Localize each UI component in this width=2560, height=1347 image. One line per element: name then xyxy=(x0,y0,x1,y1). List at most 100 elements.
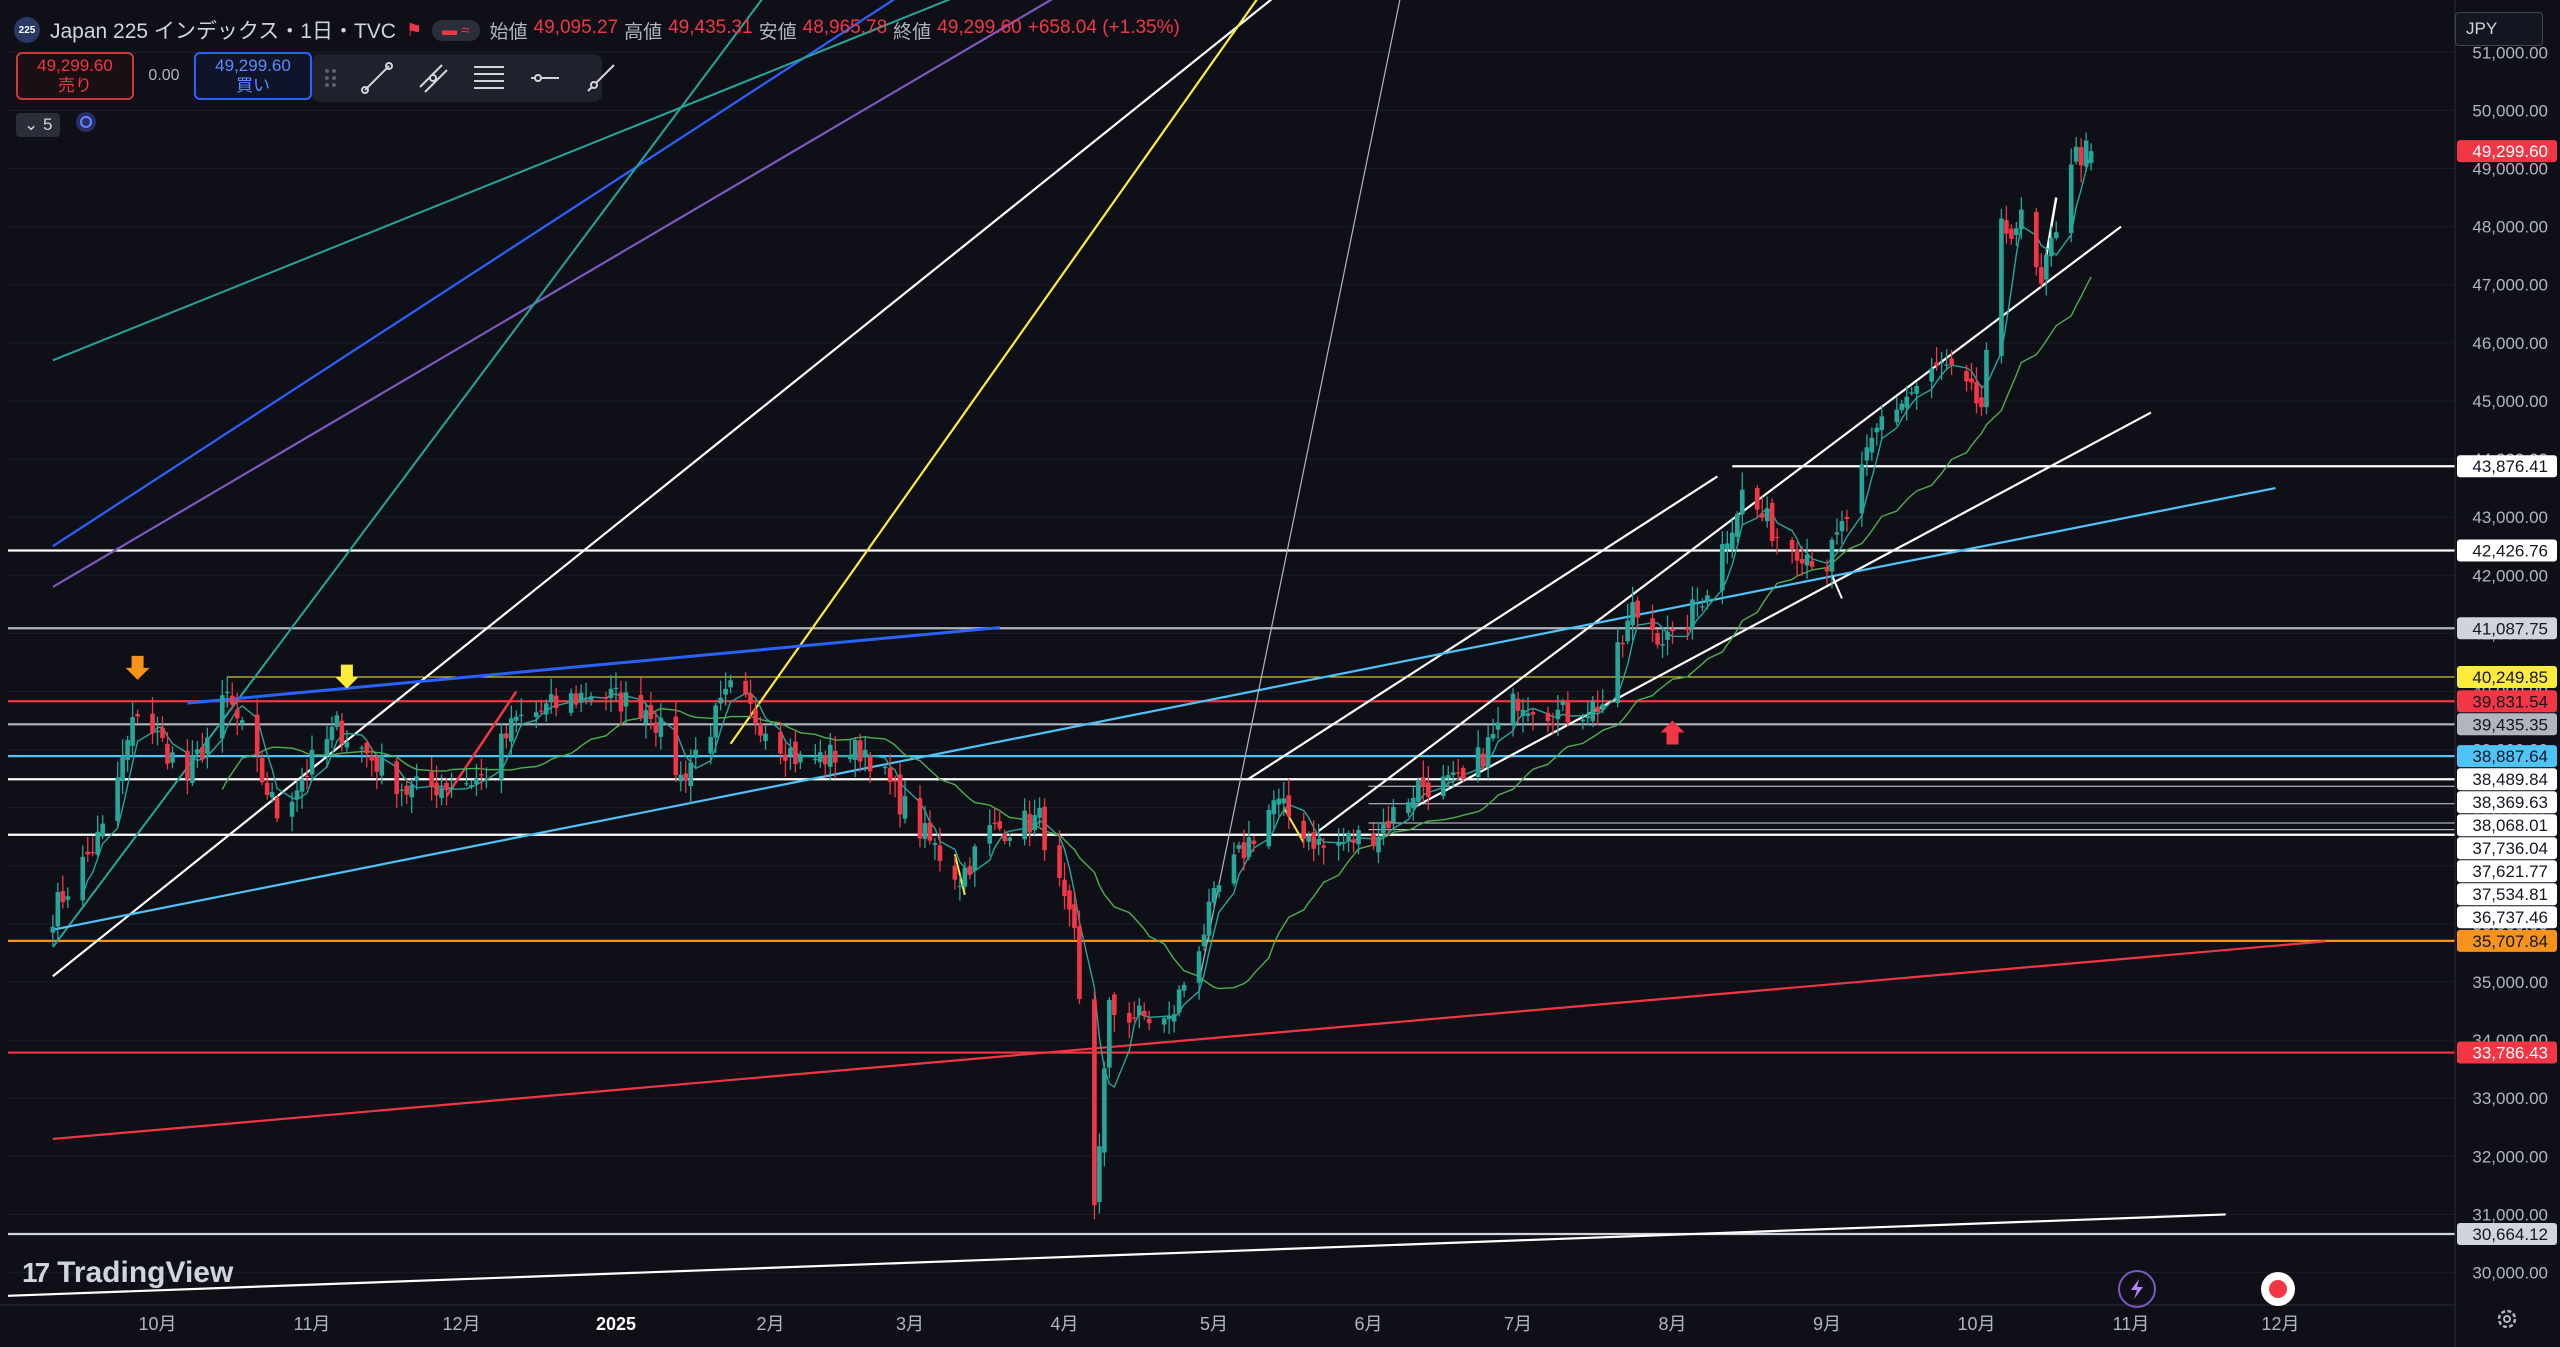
candle-body xyxy=(1321,845,1326,848)
candle-body xyxy=(1904,396,1910,408)
candle-body xyxy=(778,731,783,754)
candle-body xyxy=(1485,737,1491,768)
candle-body xyxy=(1231,854,1237,884)
candle-body xyxy=(95,831,101,855)
candle-body xyxy=(2004,220,2009,234)
trend-lines xyxy=(7,0,2326,1297)
candle-body xyxy=(339,720,345,744)
candle-body xyxy=(2019,209,2024,230)
candle-body xyxy=(1894,409,1900,423)
candle-body xyxy=(1371,834,1376,847)
lightning-icon[interactable] xyxy=(2118,1270,2156,1308)
price-tick-label: 49,000.00 xyxy=(2472,160,2548,179)
price-label-bg xyxy=(2457,768,2557,791)
trend-line-tool-icon[interactable] xyxy=(360,61,394,95)
candle-body xyxy=(200,747,205,760)
trend-line xyxy=(52,940,2326,1141)
price-tick-label: 46,000.00 xyxy=(2472,334,2548,353)
candle-body xyxy=(344,742,350,748)
candle-body xyxy=(329,726,335,741)
candle-body xyxy=(1864,447,1870,461)
candle-body xyxy=(294,790,300,799)
candle-body xyxy=(135,713,140,717)
candle-body xyxy=(1376,836,1381,853)
price-label: 41,087.75 xyxy=(2472,619,2548,638)
candle-body xyxy=(533,712,539,718)
candle-body xyxy=(2038,267,2044,284)
candle-body xyxy=(1281,798,1287,804)
low-label: 安値 xyxy=(758,21,797,43)
candle-body xyxy=(115,777,120,822)
candle-body xyxy=(1356,829,1361,845)
ray-tool-icon[interactable] xyxy=(584,61,618,95)
candle-body xyxy=(638,695,644,719)
time-axis[interactable]: 10月 11月 12月 2025 2月 3月 4月 5月 6月 7月 8月 9月 10月 11月 12月 xyxy=(0,1304,2455,1334)
candle-body xyxy=(439,787,444,799)
candle-body xyxy=(882,766,888,769)
candle-body xyxy=(927,822,933,841)
candle-body xyxy=(1774,536,1780,539)
spread-value: 0.00 xyxy=(148,67,180,84)
time-tick-label: 11月 xyxy=(2113,1314,2150,1334)
candle-body xyxy=(90,852,96,854)
record-icon[interactable] xyxy=(2261,1272,2295,1306)
candle-body xyxy=(185,750,190,780)
indicator-toggle[interactable]: ⌄ 5 xyxy=(16,112,61,137)
candle-body xyxy=(434,782,439,796)
trend-line xyxy=(52,0,1273,978)
candle-body xyxy=(1460,768,1466,780)
channel-tool-icon[interactable] xyxy=(416,61,450,95)
buy-button[interactable]: 49,299.60 買い xyxy=(194,52,312,100)
candle-body xyxy=(1929,368,1934,382)
candle-body xyxy=(379,755,385,776)
candle-body xyxy=(2068,164,2074,234)
sell-button[interactable]: 49,299.60 売り xyxy=(16,52,134,100)
status-icon[interactable]: ▬ ≈ xyxy=(432,19,480,41)
candle-body xyxy=(1166,1015,1172,1020)
candle-body xyxy=(608,688,614,699)
candle-body xyxy=(1062,879,1067,896)
candle-body xyxy=(239,720,245,724)
candle-body xyxy=(1759,513,1765,518)
candle-body xyxy=(1625,620,1630,642)
fib-tool-icon[interactable] xyxy=(472,61,506,95)
drag-handle-icon[interactable] xyxy=(324,67,338,89)
time-tick-label: 12月 xyxy=(442,1314,480,1334)
candle-body xyxy=(1874,427,1880,433)
candle-body xyxy=(623,692,629,707)
price-label-bg xyxy=(2457,455,2557,478)
price-label-bg xyxy=(2457,1041,2557,1064)
gear-icon[interactable] xyxy=(2492,1304,2522,1334)
trend-line xyxy=(953,853,966,896)
price-label: 38,369.63 xyxy=(2472,793,2548,812)
candle-body xyxy=(190,756,195,783)
price-axis[interactable]: 51,000.00 50,000.00 49,000.00 48,000.00 47,0… xyxy=(2454,0,2560,1347)
candle-body xyxy=(484,778,489,780)
chart-title[interactable]: Japan 225 インデックス・1日・TVC xyxy=(50,20,396,43)
currency-selector[interactable]: JPY xyxy=(2455,12,2543,46)
flag-icon[interactable]: ⚑ xyxy=(405,19,423,40)
candle-body xyxy=(509,718,514,742)
trend-line xyxy=(1318,225,2122,832)
price-tick-label: 42,000.00 xyxy=(2472,566,2548,585)
sync-icon[interactable] xyxy=(74,110,98,139)
candle-body xyxy=(55,891,61,927)
candle-body xyxy=(1555,709,1561,720)
candle-body xyxy=(1077,926,1082,1000)
candle-body xyxy=(1999,218,2004,356)
horizontal-ray-tool-icon[interactable] xyxy=(528,61,562,95)
candle-body xyxy=(1515,698,1521,711)
price-tick-label: 35,000.00 xyxy=(2472,973,2548,992)
candle-body xyxy=(65,896,71,900)
price-label: 38,489.84 xyxy=(2472,770,2548,789)
candle-body xyxy=(1530,712,1536,715)
candle-body xyxy=(1042,806,1047,851)
price-label: 40,249.85 xyxy=(2472,668,2548,687)
candle-body xyxy=(120,755,125,782)
candle-body xyxy=(728,680,733,688)
time-tick-label: 10月 xyxy=(138,1314,176,1334)
candle-body xyxy=(748,693,753,704)
candle-body xyxy=(50,926,56,933)
candle-body xyxy=(1899,403,1905,411)
